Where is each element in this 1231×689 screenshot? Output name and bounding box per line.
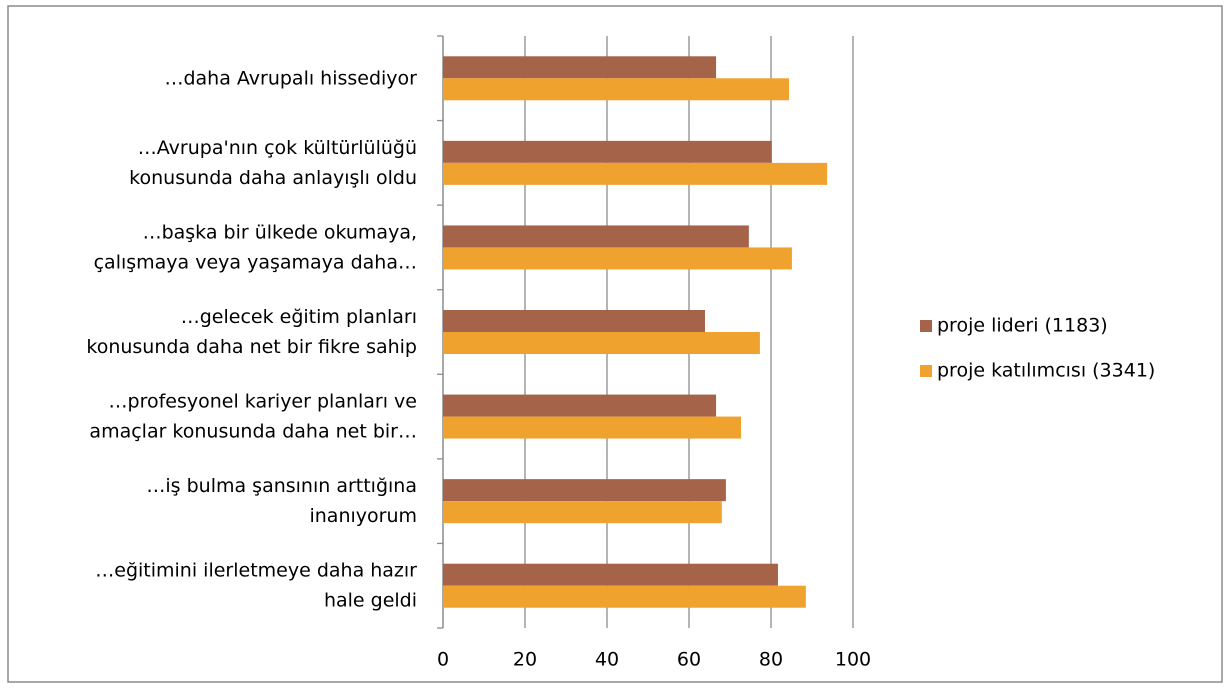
y-tick-label: …eğitimini ilerletmeye daha hazır hale ge… <box>95 559 417 611</box>
bar <box>443 479 726 502</box>
bar <box>443 563 778 586</box>
bar <box>443 501 722 524</box>
x-tick-label: 100 <box>835 649 871 671</box>
bar <box>443 585 806 608</box>
legend-label: proje lideri (1183) <box>937 315 1108 337</box>
bar <box>443 56 717 79</box>
bar <box>443 416 742 439</box>
x-tick-label: 20 <box>513 649 537 671</box>
x-tick-label: 0 <box>437 649 449 671</box>
y-tick-label: …gelecek eğitim planları konusunda daha n… <box>86 306 417 358</box>
x-tick-label: 80 <box>759 649 783 671</box>
bar <box>443 394 717 417</box>
bar <box>443 310 705 332</box>
x-tick-label: 40 <box>595 649 619 671</box>
x-tick-label: 60 <box>677 649 701 671</box>
legend-swatch <box>920 320 932 332</box>
legend-swatch <box>920 365 932 377</box>
bar <box>443 332 760 354</box>
y-tick-label: …iş bulma şansının arttığına inanıyorum <box>146 475 417 527</box>
y-tick-label: …daha Avrupalı hissediyor <box>164 67 417 89</box>
y-tick-label: …Avrupa'nın çok kültürlülüğü konusunda da… <box>129 136 417 188</box>
y-tick-label: …başka bir ülkede okumaya, çalışmaya veya… <box>94 221 417 273</box>
bar <box>443 78 790 101</box>
bar <box>443 225 749 248</box>
y-tick-label: …profesyonel kariyer planları ve amaçlar … <box>89 390 417 442</box>
bar <box>443 247 792 270</box>
bar <box>443 162 828 185</box>
bar <box>443 140 772 163</box>
legend-label: proje katılımcısı (3341) <box>937 360 1155 382</box>
